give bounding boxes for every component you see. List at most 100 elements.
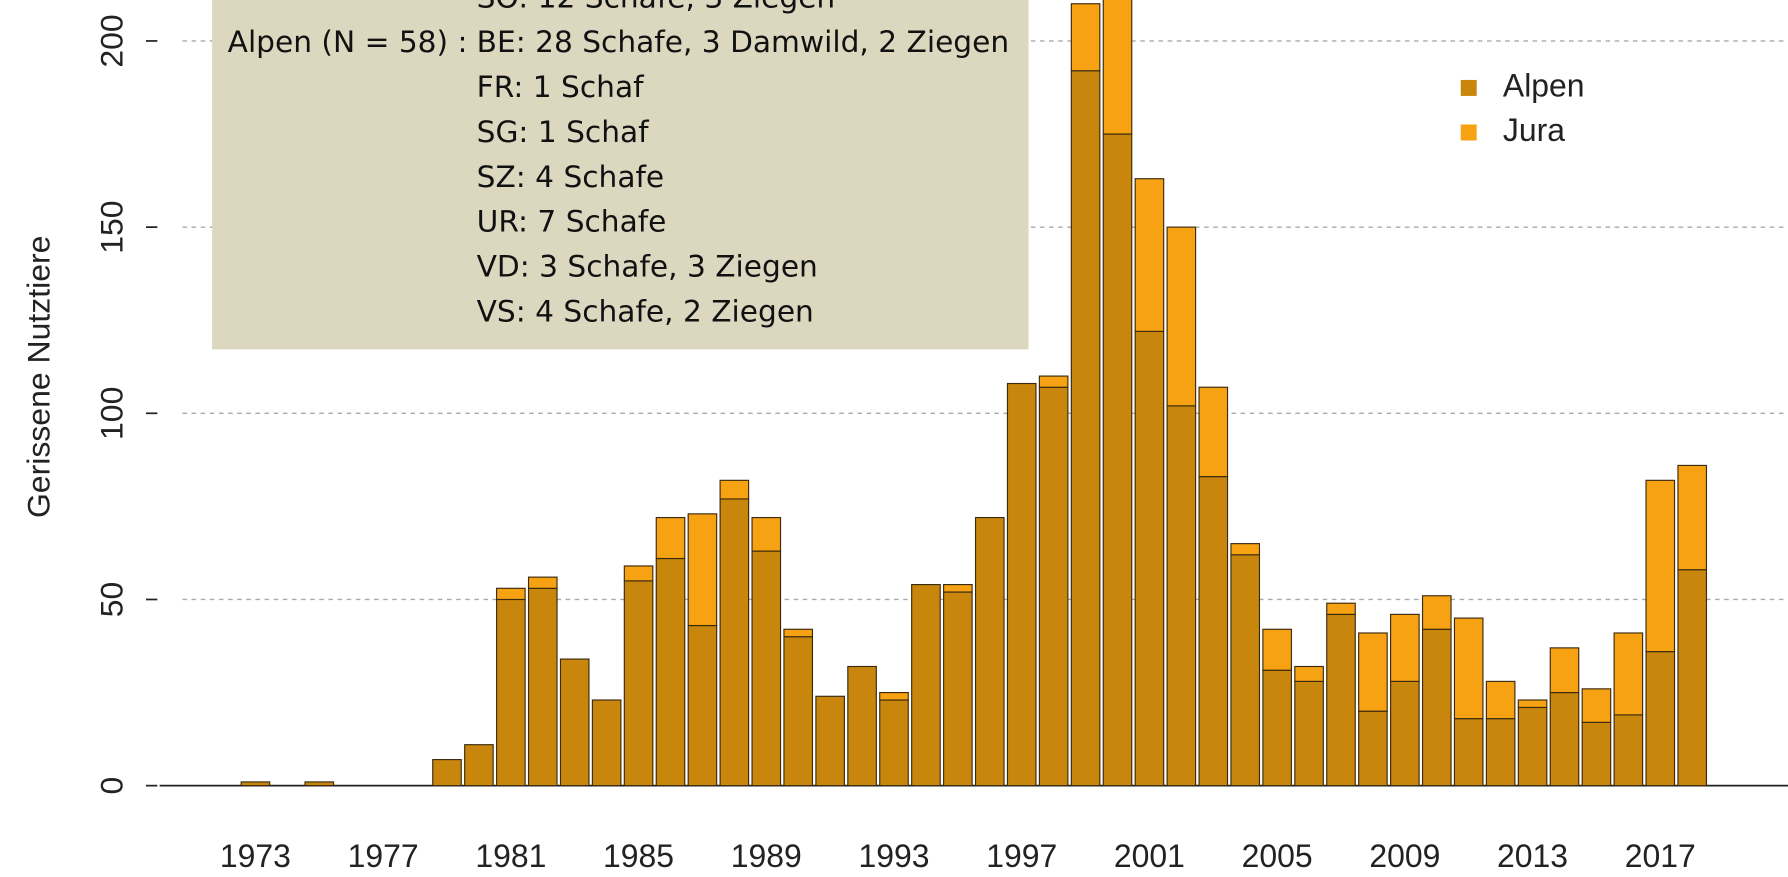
y-tick-label: 50 bbox=[93, 582, 129, 618]
legend-label: Jura bbox=[1503, 112, 1565, 148]
x-tick-label: 2013 bbox=[1497, 838, 1568, 874]
legend-label: Alpen bbox=[1503, 67, 1585, 103]
bar-segment bbox=[1421, 595, 1452, 630]
bar-segment bbox=[1262, 628, 1292, 671]
bar-segment bbox=[1645, 651, 1676, 787]
bar-segment bbox=[496, 598, 526, 787]
bar-segment bbox=[1166, 226, 1197, 407]
x-tick-label: 1989 bbox=[731, 838, 802, 874]
bar-segment bbox=[847, 665, 877, 787]
bar-segment bbox=[1326, 613, 1356, 787]
annotation-box: Alpen (N = 58) : SO: 12 Schafe, 3 Ziegen B… bbox=[212, 0, 1029, 350]
bar-segment bbox=[655, 557, 686, 787]
bar-segment bbox=[623, 565, 654, 582]
annotation-line: VS: 4 Schafe, 2 Ziegen bbox=[477, 293, 814, 328]
bar-segment bbox=[1230, 543, 1261, 556]
bar-segment bbox=[1102, 0, 1133, 135]
bar-segment bbox=[1294, 665, 1324, 682]
bar-segment bbox=[464, 744, 494, 787]
x-tick-label: 1993 bbox=[858, 838, 929, 874]
bar-segment bbox=[1581, 688, 1612, 723]
bar-segment bbox=[719, 498, 750, 787]
bar-segment bbox=[1645, 479, 1676, 653]
bar-segment bbox=[943, 591, 973, 787]
bar-segment bbox=[559, 658, 590, 787]
bar-segment bbox=[751, 516, 782, 552]
bar-segment bbox=[1134, 178, 1165, 332]
annotation-line: VD: 3 Schafe, 3 Ziegen bbox=[477, 249, 818, 284]
bar-segment bbox=[591, 699, 622, 787]
x-tick-label: 1977 bbox=[348, 838, 419, 874]
bar-segment bbox=[527, 587, 558, 787]
x-tick-label: 1973 bbox=[220, 838, 291, 874]
bar-segment bbox=[1453, 617, 1484, 720]
y-tick-label: 100 bbox=[93, 387, 129, 440]
bar-segment bbox=[879, 699, 909, 787]
bar-segment bbox=[1198, 386, 1229, 478]
bar-segment bbox=[496, 587, 526, 601]
x-tick-label: 2017 bbox=[1625, 838, 1696, 874]
bar-segment bbox=[240, 781, 271, 787]
bar-segment bbox=[1485, 680, 1516, 720]
bar-segment bbox=[623, 580, 654, 787]
annotation-line: SO: 12 Schafe, 3 Ziegen bbox=[477, 0, 836, 14]
legend-swatch bbox=[1460, 124, 1477, 141]
bar-segment bbox=[879, 691, 909, 701]
bar-segment bbox=[1517, 706, 1548, 787]
bar-segment bbox=[1038, 375, 1069, 388]
bar-segment bbox=[1038, 386, 1069, 787]
bar-segment bbox=[1517, 699, 1548, 709]
bar-segment bbox=[1358, 710, 1388, 787]
bar-segment bbox=[783, 636, 814, 787]
bar-segment bbox=[1549, 647, 1580, 694]
bar-segment bbox=[304, 781, 335, 787]
y-axis-label: Gerissene Nutztiere bbox=[21, 236, 57, 518]
bar-segment bbox=[911, 584, 941, 787]
bar-segment bbox=[1549, 691, 1580, 787]
bar-segment bbox=[1677, 569, 1708, 787]
bar-segment bbox=[655, 516, 686, 560]
y-tick-label: 150 bbox=[93, 200, 129, 253]
bar-segment bbox=[1006, 382, 1037, 787]
bar-segment bbox=[1134, 330, 1165, 787]
bar-segment bbox=[1230, 554, 1261, 787]
bar-segment bbox=[751, 550, 782, 787]
annotation-label: Alpen (N = 58) : bbox=[228, 24, 468, 59]
bar-segment bbox=[1070, 70, 1101, 787]
annotation-line: BE: 28 Schafe, 3 Damwild, 2 Ziegen bbox=[477, 24, 1009, 59]
x-tick-label: 1981 bbox=[475, 838, 546, 874]
legend-swatch bbox=[1460, 79, 1477, 96]
annotation-line: SG: 1 Schaf bbox=[477, 114, 649, 149]
bar-segment bbox=[815, 695, 845, 787]
bar-segment bbox=[1390, 680, 1420, 787]
bar-segment bbox=[527, 576, 558, 589]
bar-segment bbox=[974, 516, 1005, 787]
bar-segment bbox=[1294, 680, 1324, 787]
bar-segment bbox=[1262, 669, 1292, 787]
bar-segment bbox=[1102, 133, 1133, 787]
bar-segment bbox=[1421, 628, 1452, 787]
annotation-line: FR: 1 Schaf bbox=[477, 69, 644, 104]
bar-segment bbox=[1326, 602, 1356, 615]
x-tick-label: 2001 bbox=[1114, 838, 1185, 874]
y-tick-label: 200 bbox=[93, 14, 129, 67]
bar-segment bbox=[719, 479, 750, 500]
bar-segment bbox=[687, 513, 718, 627]
x-tick-label: 1997 bbox=[986, 838, 1057, 874]
bar-segment bbox=[1198, 476, 1229, 787]
x-tick-label: 1985 bbox=[603, 838, 674, 874]
annotation-background bbox=[212, 0, 1029, 350]
bar-segment bbox=[943, 584, 973, 593]
bar-segment bbox=[1613, 632, 1644, 716]
bar-segment bbox=[1358, 632, 1388, 712]
bar-segment bbox=[1070, 3, 1101, 72]
bar-segment bbox=[1485, 718, 1516, 787]
x-tick-label: 2005 bbox=[1242, 838, 1313, 874]
bar-segment bbox=[1581, 721, 1612, 787]
bar-segment bbox=[1613, 714, 1644, 787]
x-tick-label: 2009 bbox=[1369, 838, 1440, 874]
bar-segment bbox=[1390, 613, 1420, 682]
bar-segment bbox=[783, 628, 814, 638]
bar-segment bbox=[1453, 718, 1484, 787]
